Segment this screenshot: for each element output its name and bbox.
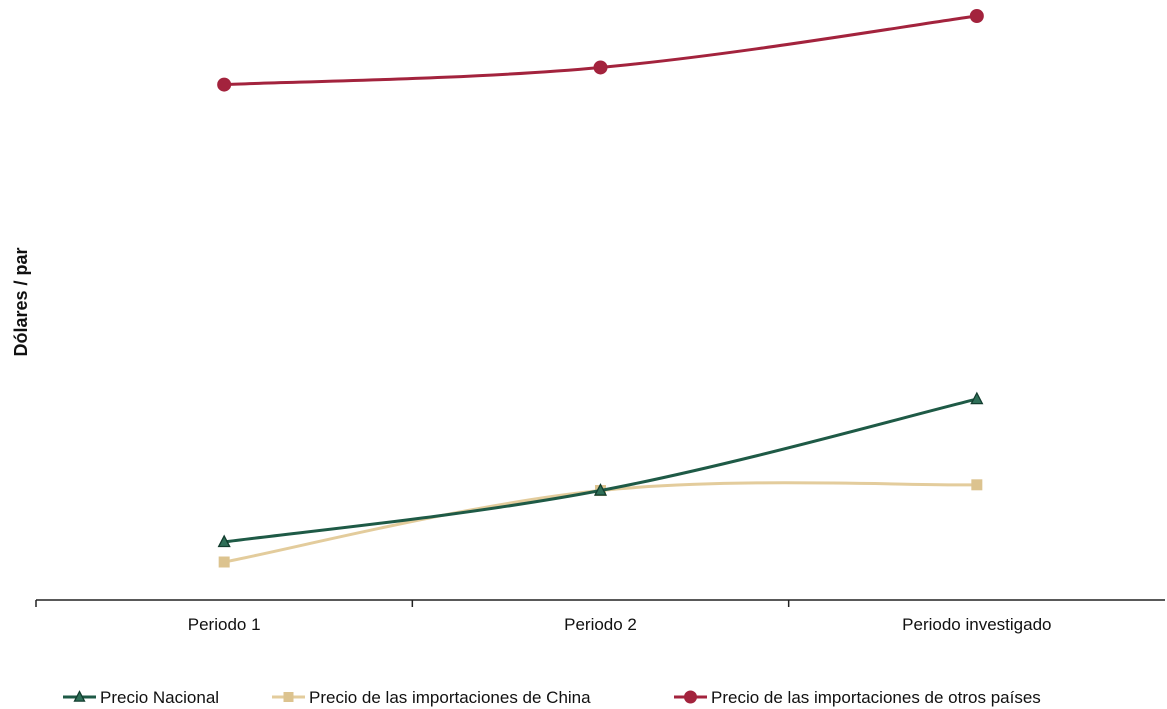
legend-label: Precio de las importaciones de otros paí… — [711, 688, 1041, 707]
series-line — [222, 397, 979, 544]
series-0 — [217, 391, 984, 548]
legend-marker — [684, 690, 697, 704]
legend-marker — [283, 692, 294, 702]
legend-item: Precio de las importaciones de otros paí… — [674, 688, 1041, 707]
plot-area — [217, 9, 984, 568]
data-point — [593, 483, 608, 496]
x-tick-label: Periodo 2 — [564, 615, 637, 634]
x-tick-label: Periodo investigado — [902, 615, 1051, 634]
data-point — [593, 60, 608, 75]
x-tick-label: Periodo 1 — [188, 615, 261, 634]
legend-label: Precio de las importaciones de China — [309, 688, 591, 707]
legend-label: Precio Nacional — [100, 688, 219, 707]
data-point — [218, 556, 230, 568]
legend-item: Precio Nacional — [63, 688, 219, 707]
legend: Precio Nacional Precio de las importacion… — [63, 688, 1041, 707]
legend-marker — [73, 690, 86, 702]
legend-item: Precio de las importaciones de China — [272, 688, 591, 707]
x-axis: Periodo 1 Periodo 2 Periodo investigado — [35, 599, 1165, 634]
y-axis-label: Dólares / par — [11, 247, 31, 356]
data-point — [969, 9, 984, 23]
data-point — [971, 479, 983, 491]
data-point — [217, 534, 231, 548]
data-point — [970, 391, 984, 405]
data-point — [217, 77, 232, 92]
series-2 — [217, 9, 984, 92]
